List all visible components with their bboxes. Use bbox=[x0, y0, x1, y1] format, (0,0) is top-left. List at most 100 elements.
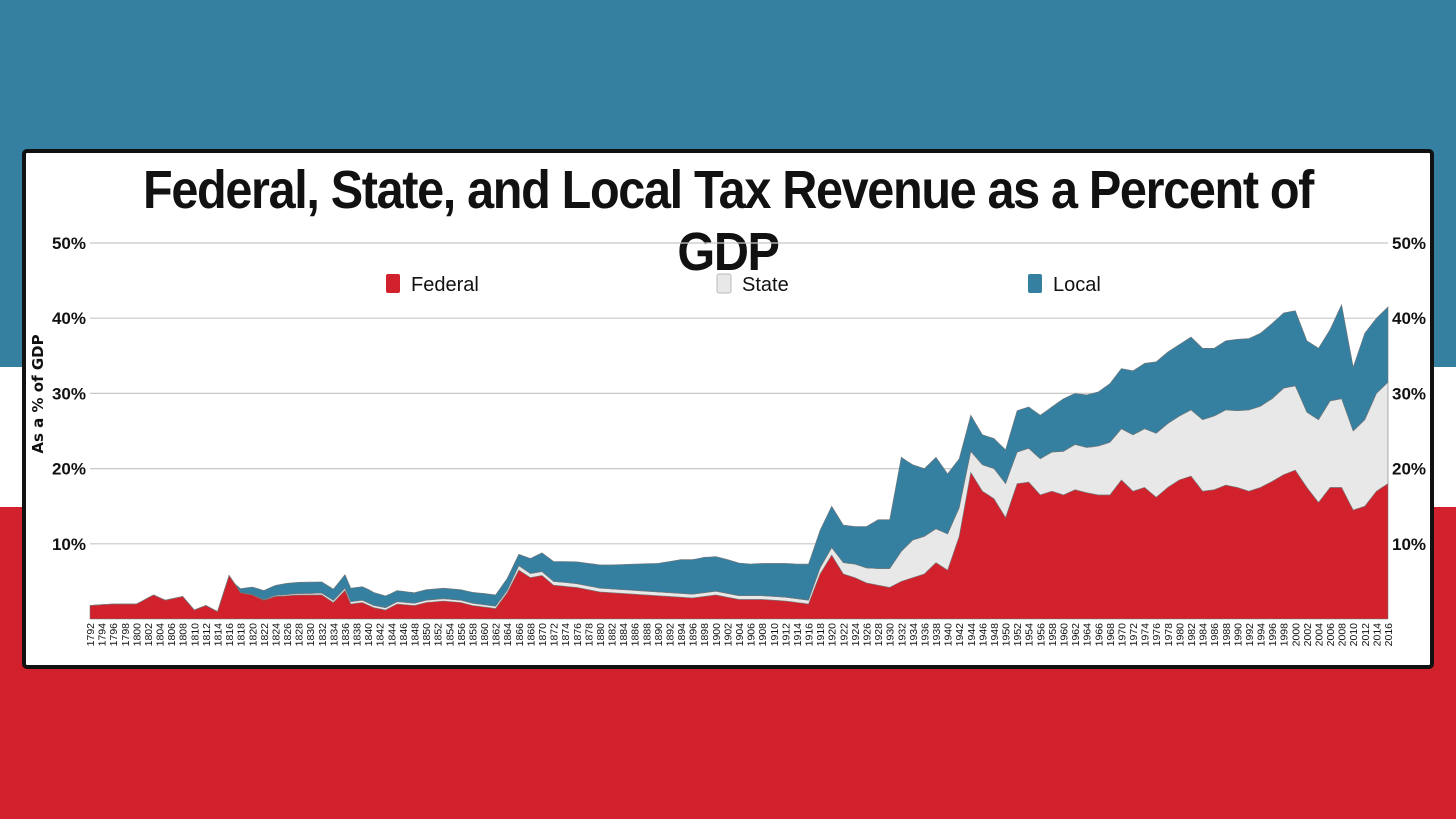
legend-swatch-federal bbox=[386, 274, 400, 293]
x-tick-label: 1914 bbox=[792, 623, 804, 647]
x-tick-label: 1840 bbox=[363, 623, 375, 647]
legend-label-federal: Federal bbox=[411, 274, 479, 296]
x-tick-label: 1968 bbox=[1105, 623, 1117, 647]
x-tick-label: 1874 bbox=[560, 623, 572, 647]
x-tick-label: 1806 bbox=[166, 623, 178, 647]
x-tick-label: 1990 bbox=[1232, 623, 1244, 647]
x-tick-label: 1814 bbox=[212, 623, 224, 647]
x-tick-label: 1954 bbox=[1024, 623, 1036, 647]
x-tick-label: 1868 bbox=[525, 623, 537, 647]
x-tick-label: 2014 bbox=[1371, 623, 1383, 647]
x-tick-label: 1850 bbox=[421, 623, 433, 647]
x-tick-label: 1938 bbox=[931, 623, 943, 647]
x-tick-label: 1792 bbox=[85, 623, 97, 647]
y-tick-label-left: 10% bbox=[52, 535, 86, 554]
x-tick-label: 2000 bbox=[1290, 623, 1302, 647]
x-tick-label: 1912 bbox=[780, 623, 792, 647]
x-tick-label: 1846 bbox=[398, 623, 410, 647]
x-tick-label: 1866 bbox=[514, 623, 526, 647]
x-tick-label: 1860 bbox=[479, 623, 491, 647]
x-tick-label: 1944 bbox=[966, 623, 978, 647]
x-tick-label: 1888 bbox=[641, 623, 653, 647]
chart-card: Federal, State, and Local Tax Revenue as… bbox=[22, 149, 1434, 669]
x-tick-label: 1998 bbox=[1279, 623, 1291, 647]
area-series bbox=[89, 303, 1389, 620]
legend-swatch-state bbox=[716, 273, 732, 294]
y-tick-label-right: 10% bbox=[1392, 535, 1426, 554]
y-tick-label-left: 30% bbox=[52, 384, 86, 403]
x-tick-label: 2008 bbox=[1337, 623, 1349, 647]
x-tick-label: 1924 bbox=[850, 623, 862, 647]
x-tick-label: 1816 bbox=[224, 623, 236, 647]
x-tick-label: 1848 bbox=[410, 623, 422, 647]
x-tick-labels: 1792 1794 1796 1798 1800 1802 1804 1806 1808 1810… bbox=[85, 623, 1395, 647]
x-tick-label: 1890 bbox=[653, 623, 665, 647]
x-tick-label: 1812 bbox=[201, 623, 213, 647]
chart-title: Federal, State, and Local Tax Revenue as… bbox=[142, 160, 1314, 282]
x-tick-label: 1972 bbox=[1128, 623, 1140, 647]
stacked-area-chart: 10% 10%20% 20%30% 30%40% 40%50% 50% 1792 1794 1… bbox=[29, 234, 1426, 647]
x-tick-label: 1950 bbox=[1001, 623, 1013, 647]
x-tick-label: 1822 bbox=[259, 623, 271, 647]
x-tick-label: 1836 bbox=[340, 623, 352, 647]
x-tick-label: 1996 bbox=[1267, 623, 1279, 647]
x-tick-label: 1894 bbox=[676, 623, 688, 647]
x-tick-label: 1982 bbox=[1186, 623, 1198, 647]
legend-swatch-local bbox=[1028, 274, 1042, 293]
x-tick-label: 1852 bbox=[433, 623, 445, 647]
y-tick-label-right: 20% bbox=[1392, 460, 1426, 479]
x-tick-label: 1832 bbox=[317, 623, 329, 647]
x-tick-label: 1920 bbox=[827, 623, 839, 647]
x-tick-label: 1948 bbox=[989, 623, 1001, 647]
x-tick-label: 2016 bbox=[1383, 623, 1395, 647]
x-tick-label: 1854 bbox=[444, 623, 456, 647]
x-tick-label: 1904 bbox=[734, 623, 746, 647]
x-tick-label: 1988 bbox=[1221, 623, 1233, 647]
x-tick-label: 1804 bbox=[155, 623, 167, 647]
legend-label-state: State bbox=[742, 274, 789, 296]
x-tick-label: 2010 bbox=[1348, 623, 1360, 647]
x-tick-label: 1794 bbox=[97, 623, 109, 647]
x-tick-label: 2002 bbox=[1302, 623, 1314, 647]
x-tick-label: 1960 bbox=[1059, 623, 1071, 647]
x-tick-label: 1870 bbox=[537, 623, 549, 647]
x-tick-label: 1844 bbox=[386, 623, 398, 647]
x-tick-label: 1800 bbox=[131, 623, 143, 647]
x-tick-label: 1892 bbox=[664, 623, 676, 647]
y-tick-labels: 10% 10% 20% 20% 30% 30% 40% 40% 50% 50% bbox=[52, 234, 1426, 554]
x-tick-label: 1810 bbox=[189, 623, 201, 647]
y-axis-label: As a % of GDP bbox=[29, 334, 47, 453]
x-tick-label: 1884 bbox=[618, 623, 630, 647]
x-tick-label: 1994 bbox=[1256, 623, 1268, 647]
x-tick-label: 1830 bbox=[305, 623, 317, 647]
x-tick-label: 1970 bbox=[1116, 623, 1128, 647]
x-tick-label: 1886 bbox=[630, 623, 642, 647]
x-tick-label: 1910 bbox=[769, 623, 781, 647]
x-tick-label: 1838 bbox=[352, 623, 364, 647]
x-tick-label: 1896 bbox=[688, 623, 700, 647]
x-tick-label: 2004 bbox=[1313, 623, 1325, 647]
x-tick-label: 1930 bbox=[885, 623, 897, 647]
x-tick-label: 1842 bbox=[375, 623, 387, 647]
x-tick-label: 1876 bbox=[572, 623, 584, 647]
x-tick-label: 1916 bbox=[804, 623, 816, 647]
x-tick-label: 1880 bbox=[595, 623, 607, 647]
x-tick-label: 1802 bbox=[143, 623, 155, 647]
y-tick-label-right: 40% bbox=[1392, 309, 1426, 328]
x-tick-label: 2012 bbox=[1360, 623, 1372, 647]
x-tick-label: 1796 bbox=[108, 623, 120, 647]
x-tick-label: 1862 bbox=[491, 623, 503, 647]
legend: Federal State Local bbox=[386, 273, 1101, 296]
x-tick-label: 1902 bbox=[722, 623, 734, 647]
x-tick-label: 1942 bbox=[954, 623, 966, 647]
x-tick-label: 1934 bbox=[908, 623, 920, 647]
x-tick-label: 1962 bbox=[1070, 623, 1082, 647]
x-tick-label: 1974 bbox=[1140, 623, 1152, 647]
x-tick-label: 1882 bbox=[607, 623, 619, 647]
y-tick-label-right: 50% bbox=[1392, 234, 1426, 253]
x-tick-label: 1864 bbox=[502, 623, 514, 647]
x-tick-label: 1952 bbox=[1012, 623, 1024, 647]
x-tick-label: 1940 bbox=[943, 623, 955, 647]
x-tick-label: 1828 bbox=[294, 623, 306, 647]
x-tick-label: 1936 bbox=[919, 623, 931, 647]
